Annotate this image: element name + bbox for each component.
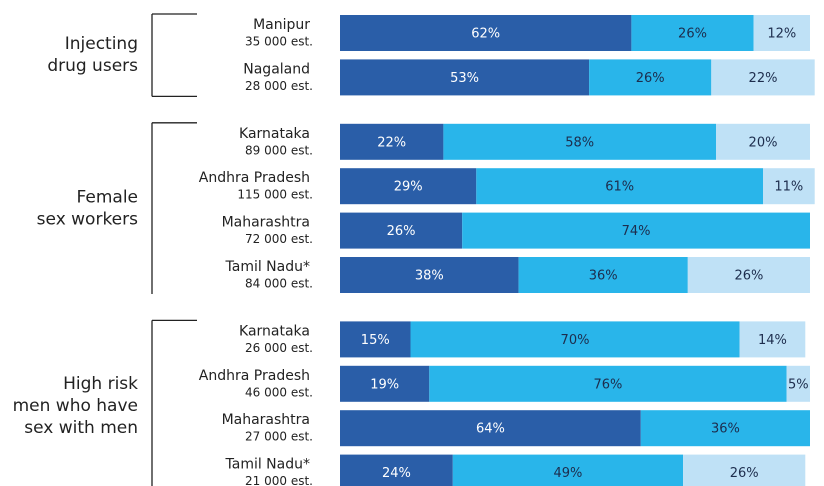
row-label: Karnataka xyxy=(239,126,310,142)
value-label: 15% xyxy=(361,333,390,348)
value-label: 22% xyxy=(377,135,406,150)
row-estimate: 21 000 est. xyxy=(245,474,313,486)
group-label: High risk xyxy=(63,374,138,394)
value-label: 26% xyxy=(387,224,416,239)
bar-segment xyxy=(340,123,444,160)
group-label: drug users xyxy=(47,56,138,76)
value-label: 36% xyxy=(589,269,618,284)
row-estimate: 35 000 est. xyxy=(245,35,313,49)
value-label: 12% xyxy=(767,27,796,42)
row-estimate: 26 000 est. xyxy=(245,341,313,355)
row-estimate: 89 000 est. xyxy=(245,143,313,157)
value-label: 49% xyxy=(553,466,582,481)
bar-segment xyxy=(739,321,806,358)
bar-segment xyxy=(410,321,740,358)
value-label: 24% xyxy=(382,466,411,481)
row-label: Tamil Nadu* xyxy=(225,259,311,275)
bar-segment xyxy=(340,410,641,447)
bar-segment xyxy=(429,365,787,402)
group-label: Injecting xyxy=(65,34,138,54)
value-label: 26% xyxy=(730,466,759,481)
group-label: Female xyxy=(77,187,138,207)
row-estimate: 28 000 est. xyxy=(245,79,313,93)
row-estimate: 84 000 est. xyxy=(245,277,313,291)
value-label: 74% xyxy=(622,224,651,239)
value-label: 20% xyxy=(749,135,778,150)
row-label: Nagaland xyxy=(243,61,310,77)
bar-segment xyxy=(340,168,477,205)
row-label: Karnataka xyxy=(239,323,310,339)
value-label: 29% xyxy=(394,180,423,195)
value-label: 22% xyxy=(749,71,778,86)
bar-segment xyxy=(340,321,411,358)
value-label: 19% xyxy=(370,377,399,392)
value-label: 26% xyxy=(734,269,763,284)
bar-segment xyxy=(640,410,810,447)
row-label: Andhra Pradesh xyxy=(199,368,310,384)
value-label: 70% xyxy=(561,333,590,348)
bar-segment xyxy=(687,257,810,293)
bar-segment xyxy=(443,123,716,160)
value-label: 14% xyxy=(758,333,787,348)
row-estimate: 46 000 est. xyxy=(245,385,313,399)
bar-segment xyxy=(340,365,430,402)
row-label: Maharashtra xyxy=(222,412,310,428)
value-label: 5% xyxy=(788,377,809,392)
bar-segment xyxy=(753,15,810,51)
bar-segment xyxy=(683,454,806,486)
bar-segment xyxy=(518,257,688,293)
row-label: Maharashtra xyxy=(222,215,310,231)
row-label: Andhra Pradesh xyxy=(199,170,310,186)
bar-segment xyxy=(476,168,763,205)
bar-segment xyxy=(340,59,590,96)
value-label: 11% xyxy=(774,180,803,195)
bar-segment xyxy=(716,123,810,160)
row-estimate: 72 000 est. xyxy=(245,232,313,246)
bar-segment xyxy=(786,365,810,402)
value-label: 36% xyxy=(711,422,740,437)
value-label: 26% xyxy=(678,27,707,42)
bar-segment xyxy=(462,212,810,249)
row-estimate: 115 000 est. xyxy=(237,188,313,202)
bar-segment xyxy=(711,59,815,96)
bar-segment xyxy=(340,454,453,486)
value-label: 62% xyxy=(471,27,500,42)
row-label: Manipur xyxy=(253,17,310,33)
group-label: men who have xyxy=(13,396,138,416)
value-label: 61% xyxy=(605,180,634,195)
value-label: 53% xyxy=(450,71,479,86)
value-label: 38% xyxy=(415,269,444,284)
bar-segment xyxy=(340,212,463,249)
group-label: sex workers xyxy=(37,209,138,229)
group-label: sex with men xyxy=(24,418,138,438)
value-label: 64% xyxy=(476,422,505,437)
value-label: 26% xyxy=(636,71,665,86)
bar-segment xyxy=(589,59,712,96)
row-estimate: 27 000 est. xyxy=(245,430,313,444)
bar-segment xyxy=(631,15,754,51)
bar-segment xyxy=(763,168,815,205)
row-label: Tamil Nadu* xyxy=(225,457,311,473)
value-label: 76% xyxy=(593,377,622,392)
value-label: 58% xyxy=(565,135,594,150)
bar-segment xyxy=(340,257,519,293)
bar-segment xyxy=(340,15,632,51)
bar-segment xyxy=(452,454,684,486)
